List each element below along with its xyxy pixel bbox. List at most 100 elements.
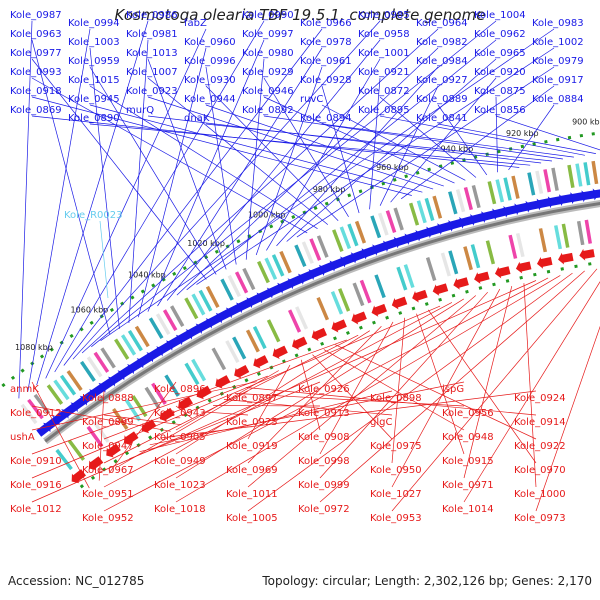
- reverse-gene-label: Kole_1005: [226, 513, 278, 524]
- forward-gene-leader: [255, 66, 323, 256]
- forward-gene-leader: [321, 85, 360, 214]
- reverse-gene-label: Kole_0967: [82, 465, 134, 476]
- reverse-gene-leader: [160, 390, 537, 439]
- forward-gene-label: Kole_0981: [126, 29, 178, 40]
- forward-band: [583, 162, 591, 186]
- forward-gene-leader: [495, 96, 498, 173]
- reverse-gene-leader: [247, 325, 382, 464]
- forward-gene-label: Kole_1004: [474, 10, 526, 21]
- forward-band: [220, 278, 234, 301]
- reverse-gene-arrow: [141, 419, 157, 434]
- forward-gene-label: Kole_0946: [242, 86, 294, 97]
- forward-gene-label: Kole_0930: [184, 75, 236, 86]
- forward-gene-label: Kole_0962: [474, 29, 526, 40]
- reverse-gene-label: Kole_0947: [82, 441, 134, 452]
- forward-gene-leader: [89, 47, 120, 329]
- reverse-gene-leader: [247, 364, 291, 440]
- forward-gene-label: Kole_0894: [300, 113, 352, 124]
- forward-gene-label: Kole_0841: [416, 113, 468, 124]
- forward-gene-label: Kole_1001: [358, 48, 410, 59]
- reverse-band: [508, 234, 518, 259]
- forward-gene-label: Kole_0983: [532, 18, 584, 29]
- forward-band: [377, 212, 389, 236]
- forward-band: [408, 202, 420, 226]
- reverse-band: [352, 282, 365, 307]
- reverse-gene-label: Kole_0919: [226, 441, 278, 452]
- reverse-gene-leader: [175, 330, 370, 455]
- forward-band: [551, 167, 559, 191]
- forward-gene-label: Kole_0892: [242, 105, 294, 116]
- forward-band: [20, 403, 38, 425]
- forward-gene-leader: [147, 58, 227, 270]
- forward-gene-leader: [321, 123, 574, 158]
- reverse-band: [576, 220, 585, 246]
- forward-band: [27, 398, 44, 420]
- reverse-band: [403, 264, 415, 289]
- forward-gene-leader: [379, 96, 477, 178]
- forward-gene-label: Kole_0963: [10, 29, 62, 40]
- forward-gene-label: Kole_0964: [416, 18, 468, 29]
- scale-label: 1060 kbp: [71, 305, 109, 314]
- forward-gene-leader: [495, 115, 600, 151]
- forward-gene-label: Kole_0961: [300, 56, 352, 67]
- reverse-gene-label: Kole_0971: [442, 480, 494, 491]
- reverse-gene-label: Kole_1018: [154, 504, 206, 515]
- scale-label: 940 kbp: [441, 144, 474, 153]
- reverse-gene-arrow: [515, 261, 532, 274]
- reverse-gene-label: Kole_0952: [82, 513, 134, 524]
- reverse-band: [184, 362, 200, 386]
- forward-gene-label: Kole_0960: [184, 37, 236, 48]
- reverse-gene-leader: [103, 277, 549, 512]
- forward-gene-leader: [296, 66, 555, 238]
- reverse-gene-arrow: [215, 375, 231, 389]
- forward-gene-label: Kole_0978: [300, 37, 352, 48]
- reverse-gene-leader: [31, 280, 537, 503]
- forward-band: [393, 207, 404, 231]
- reverse-gene-arrow: [391, 296, 408, 310]
- forward-band: [424, 197, 435, 221]
- forward-gene-label: Kole_0965: [474, 48, 526, 59]
- forward-band: [170, 305, 185, 328]
- reverse-band: [463, 246, 473, 271]
- reverse-gene-leader: [103, 375, 268, 440]
- forward-gene-label: Kole_0986: [126, 10, 178, 21]
- scale-label: 960 kbp: [376, 163, 409, 172]
- reverse-gene-label: anmK: [10, 384, 39, 395]
- reverse-gene-leader: [175, 370, 279, 431]
- forward-band: [455, 189, 466, 213]
- reverse-gene-arrow: [272, 345, 288, 359]
- scale-label: 980 kbp: [313, 185, 346, 194]
- reverse-gene-label: Kole_0969: [226, 465, 278, 476]
- forward-gene-label: Kole_1015: [68, 75, 120, 86]
- reverse-band: [151, 382, 167, 405]
- forward-gene-label: Kole_0945: [68, 94, 120, 105]
- forward-band: [80, 360, 96, 382]
- reverse-gene-leader: [391, 268, 598, 512]
- reverse-gene-arrow: [253, 355, 269, 369]
- highlight-gene-label: Kole_R0023: [64, 210, 123, 221]
- reverse-gene-leader: [31, 305, 441, 479]
- forward-band: [591, 160, 599, 185]
- reverse-band: [245, 329, 260, 353]
- reverse-gene-leader: [463, 286, 513, 479]
- forward-gene-arrow: [91, 382, 107, 397]
- forward-gene-leader: [31, 39, 111, 335]
- forward-gene-leader: [100, 28, 555, 341]
- scale-label: 1000 kbp: [248, 210, 286, 219]
- reverse-gene-label: ispG: [442, 384, 464, 395]
- reverse-gene-label: Kole_0949: [154, 456, 206, 467]
- reverse-band: [440, 252, 451, 277]
- forward-gene-leader: [263, 115, 563, 160]
- reverse-gene-leader: [416, 313, 465, 455]
- forward-gene-label: Kole_1002: [532, 37, 584, 48]
- forward-gene-arrow: [138, 352, 154, 366]
- forward-gene-label: Kole_0993: [10, 67, 62, 78]
- reverse-gene-label: Kole_0975: [370, 441, 422, 452]
- forward-band: [227, 274, 241, 298]
- forward-gene-arrow: [63, 402, 79, 417]
- reverse-band: [131, 395, 148, 418]
- reverse-band: [288, 309, 302, 333]
- forward-band: [448, 191, 458, 215]
- reverse-band: [252, 326, 267, 350]
- reverse-band: [191, 358, 207, 382]
